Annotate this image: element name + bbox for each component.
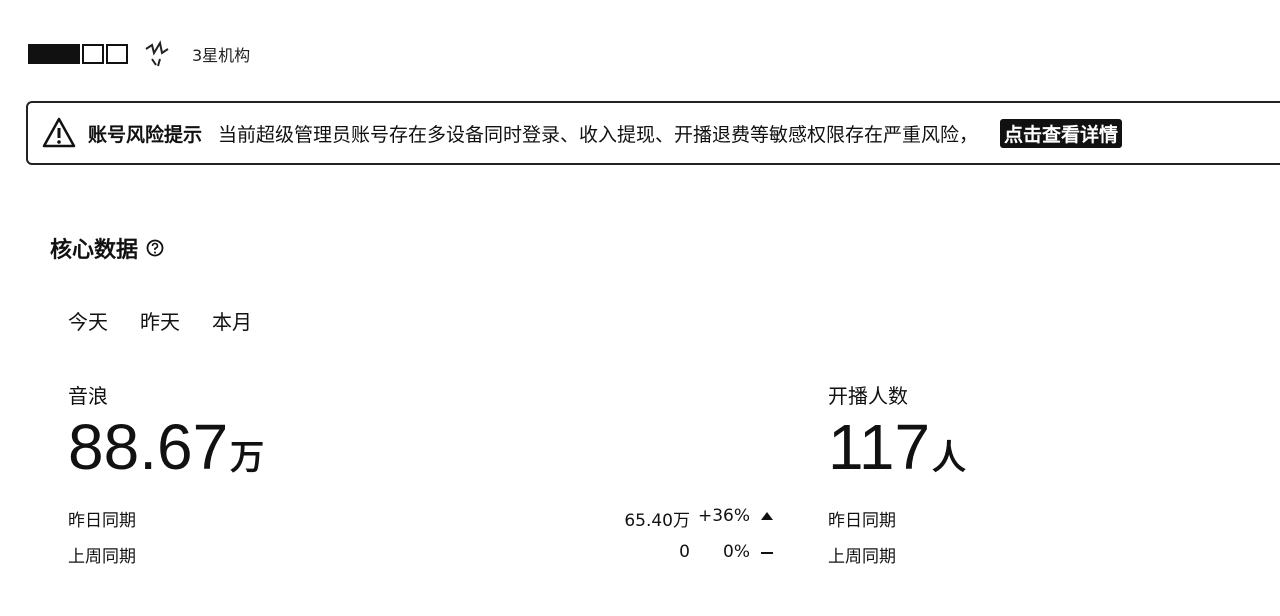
compare-value: 0 xyxy=(679,542,690,562)
help-icon[interactable] xyxy=(146,239,164,257)
org-badge-icon xyxy=(145,40,169,67)
metric-unit: 人 xyxy=(932,439,967,477)
trend-flat-icon xyxy=(761,552,773,554)
compare-label: 上周同期 xyxy=(828,547,896,567)
compare-label: 昨日同期 xyxy=(828,511,896,531)
metric-value: 88.67万 xyxy=(68,415,264,490)
logo-bar xyxy=(82,44,104,64)
broadcasters-lastweek-row: 上周同期 xyxy=(828,542,1248,567)
logo-bar xyxy=(106,44,128,64)
section-title: 核心数据 xyxy=(50,238,139,263)
date-range-tabs: 今天 昨天 本月 xyxy=(68,306,252,335)
warning-icon xyxy=(42,117,76,148)
metric-broadcasters: 开播人数 117人 xyxy=(828,380,966,490)
metric-yinlang: 音浪 88.67万 xyxy=(68,380,264,490)
compare-percent: 0% xyxy=(723,542,750,562)
tab-yesterday[interactable]: 昨天 xyxy=(140,310,180,334)
yinlang-lastweek-row: 上周同期 0 0% xyxy=(68,542,788,567)
core-data-header: 核心数据 xyxy=(50,232,164,264)
compare-percent: +36% xyxy=(697,506,750,526)
metric-unit: 万 xyxy=(230,439,265,477)
alert-title: 账号风险提示 xyxy=(88,123,203,146)
org-level-badge: 3星机构 xyxy=(192,46,251,65)
logo-bar xyxy=(28,44,80,64)
compare-value: 65.40万 xyxy=(624,511,690,531)
compare-label: 上周同期 xyxy=(68,547,136,567)
metric-label: 音浪 xyxy=(68,384,108,408)
trend-up-icon xyxy=(761,512,773,520)
compare-label: 昨日同期 xyxy=(68,511,136,531)
yinlang-yesterday-row: 昨日同期 65.40万 +36% xyxy=(68,506,788,531)
metric-number: 117 xyxy=(828,411,931,483)
account-risk-alert: 账号风险提示 当前超级管理员账号存在多设备同时登录、收入提现、开播退费等敏感权限… xyxy=(26,101,1280,165)
metric-number: 88.67 xyxy=(68,411,229,483)
tab-this-month[interactable]: 本月 xyxy=(212,310,252,334)
view-details-link[interactable]: 点击查看详情 xyxy=(1000,118,1123,148)
metric-label: 开播人数 xyxy=(828,384,908,408)
alert-message: 当前超级管理员账号存在多设备同时登录、收入提现、开播退费等敏感权限存在严重风险， xyxy=(218,123,979,146)
org-logo xyxy=(28,44,128,64)
metric-value: 117人 xyxy=(828,415,966,490)
broadcasters-yesterday-row: 昨日同期 xyxy=(828,506,1248,531)
tab-today[interactable]: 今天 xyxy=(68,310,108,334)
header: 3星机构 xyxy=(28,36,250,72)
